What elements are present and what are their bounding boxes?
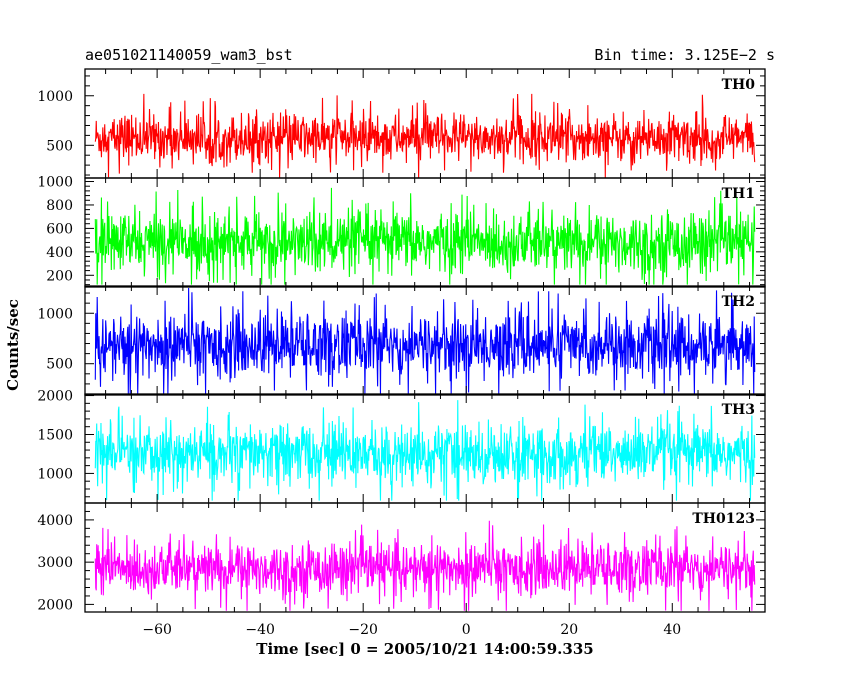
y-tick-label: 3000 [37, 555, 73, 571]
x-tick-label: 40 [663, 622, 681, 638]
panel-th2: 500 1000 TH2 [37, 285, 766, 396]
panels-group: 5001000TH02004006008001000TH15001000TH21… [37, 68, 766, 638]
y-tick-label: 200 [46, 268, 73, 284]
plot-title: ae051021140059_wam3_bst [85, 46, 293, 64]
y-tick-label: 1000 [37, 306, 73, 322]
y-tick-label: 1000 [37, 175, 73, 191]
y-tick-label: 800 [46, 198, 73, 214]
y-tick-label: 4000 [37, 513, 73, 529]
bin-time-label: Bin time: 3.125E−2 s [594, 46, 775, 64]
y-axis-title: Counts/sec [4, 299, 22, 391]
series-th1 [94, 187, 756, 285]
y-tick-label: 1000 [37, 466, 73, 482]
panel-label: TH0 [722, 77, 756, 93]
x-tick-label: −40 [245, 622, 275, 638]
x-tick-label: −60 [142, 622, 172, 638]
panel-frame [84, 177, 766, 288]
panel-frame [84, 502, 766, 613]
panel-th0: 500 1000 TH0 [37, 68, 766, 179]
panel-frame [84, 285, 766, 396]
y-tick-label: 500 [46, 357, 73, 373]
series-th3 [94, 400, 756, 501]
y-tick-label: 500 [46, 138, 73, 154]
y-tick-label: 2000 [37, 389, 73, 405]
series-th0 [94, 93, 756, 179]
x-tick-label: −20 [348, 622, 378, 638]
y-tick-label: 2000 [37, 597, 73, 613]
x-tick-label: 0 [462, 622, 471, 638]
panel-label: TH3 [722, 402, 755, 418]
panel-th0123: 2000 3000 4000 TH0123 −60 −40 −20 0 20 40 [37, 502, 766, 638]
panel-label: TH1 [722, 186, 755, 202]
x-tick-label: 20 [560, 622, 578, 638]
panel-th3: 1000 1500 2000 TH3 [37, 389, 766, 504]
y-tick-label: 1500 [37, 427, 73, 443]
y-tick-label: 600 [46, 221, 73, 237]
panel-label: TH2 [722, 294, 755, 310]
x-axis-title: Time [sec] 0 = 2005/10/21 14:00:59.335 [256, 640, 593, 658]
y-tick-label: 1000 [37, 89, 73, 105]
panel-label: TH0123 [692, 511, 755, 527]
series-th0123 [94, 520, 756, 611]
series-th2 [94, 288, 756, 395]
y-tick-label: 400 [46, 245, 73, 261]
panel-th1: 200 400 600 800 1000 TH1 [37, 175, 766, 288]
